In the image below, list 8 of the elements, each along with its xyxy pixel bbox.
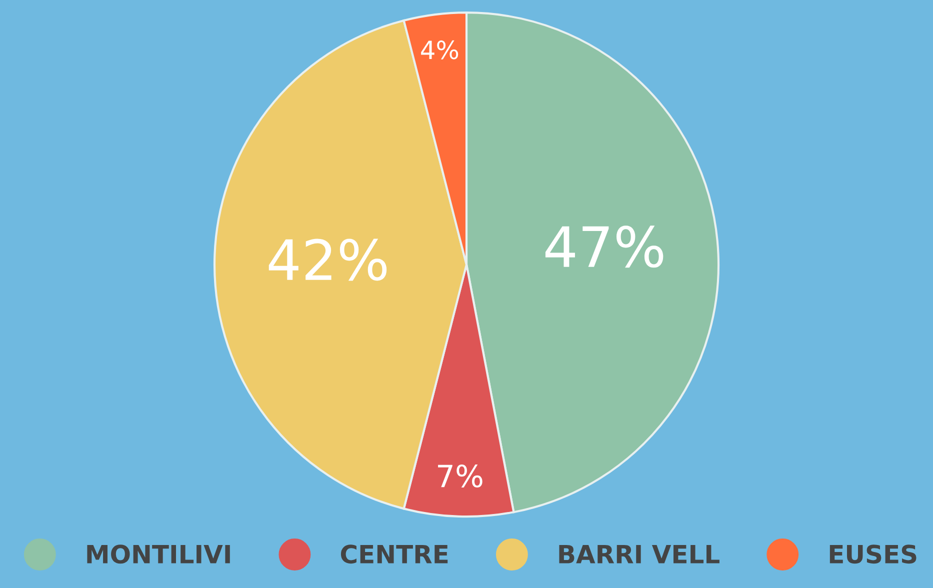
legend-label: MONTILIVI (87, 544, 230, 564)
legend-label: EUSES (830, 544, 916, 564)
data-label: 42% (268, 238, 387, 281)
data-label: 7% (438, 464, 482, 488)
data-label: 47% (545, 226, 664, 268)
legend-label: CENTRE (340, 544, 448, 564)
data-label: 4% (421, 40, 458, 60)
legend-label: BARRI VELL (559, 545, 720, 564)
